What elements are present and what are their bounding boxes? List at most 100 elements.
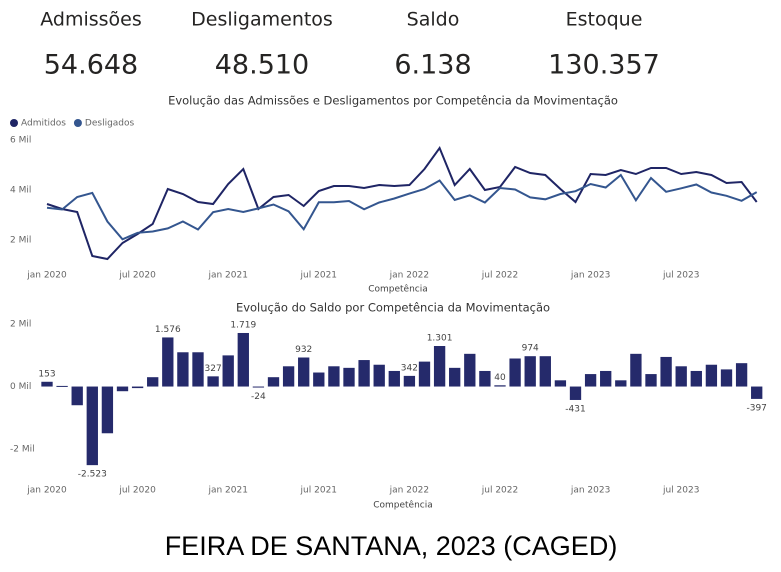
bar: [720, 369, 733, 387]
chart-title: Evolução das Admissões e Desligamentos p…: [168, 94, 618, 108]
x-tick-label: jul 2023: [662, 271, 699, 281]
bar: [660, 356, 672, 387]
x-tick-label: jul 2021: [300, 271, 337, 281]
x-tick-label: jul 2020: [118, 271, 156, 281]
data-label: 40: [494, 373, 506, 383]
bar: [101, 386, 114, 434]
data-label: -24: [251, 392, 266, 402]
data-label: 153: [38, 369, 55, 379]
bar: [207, 376, 219, 387]
caption: FEIRA DE SANTANA, 2023 (CAGED): [165, 531, 618, 561]
data-label: 1.719: [230, 320, 256, 330]
bar: [554, 380, 567, 387]
axis-title: Competência: [368, 284, 428, 295]
chart-title: Evolução do Saldo por Competência da Mov…: [236, 301, 550, 315]
bar: [569, 386, 582, 400]
kpi-value: 130.357: [548, 50, 660, 81]
kpi-label: Admissões: [40, 9, 142, 31]
bar: [358, 360, 370, 387]
bar: [252, 386, 265, 388]
kpi-value: 48.510: [215, 50, 309, 81]
bar: [524, 356, 536, 387]
y-tick-label: 0 Mil: [10, 382, 31, 392]
x-tick-label: jan 2020: [26, 271, 67, 281]
bar: [494, 385, 506, 387]
kpi-label: Desligamentos: [191, 9, 333, 31]
bar: [71, 386, 83, 406]
y-tick-label: 2 Mil: [10, 320, 31, 330]
bar: [222, 355, 234, 387]
bar: [464, 353, 476, 387]
bar: [584, 374, 597, 387]
bar: [539, 356, 551, 387]
data-label: -397: [746, 403, 766, 413]
bar: [86, 386, 98, 466]
data-label: 327: [205, 364, 222, 374]
legend-swatch: [10, 119, 18, 127]
bar: [298, 357, 310, 387]
y-tick-label: -2 Mil: [10, 444, 35, 454]
legend-swatch: [73, 119, 82, 127]
data-label: 1.301: [427, 334, 453, 344]
x-tick-label: jan 2022: [389, 486, 430, 496]
axis-title: Competência: [373, 500, 433, 511]
data-label: 932: [295, 345, 312, 355]
x-tick-label: jul 2022: [481, 486, 518, 496]
kpi-label: Saldo: [407, 9, 460, 31]
bar: [403, 375, 416, 387]
bar: [630, 353, 642, 387]
x-tick-label: jul 2021: [300, 486, 337, 496]
data-label: -431: [565, 404, 585, 414]
bar: [751, 386, 763, 399]
bar: [690, 370, 702, 387]
bar: [479, 370, 491, 387]
bar: [328, 366, 340, 387]
x-tick-label: jan 2022: [389, 271, 430, 281]
y-tick-label: 2 Mil: [10, 236, 31, 246]
bar: [177, 352, 189, 387]
bar: [162, 337, 174, 387]
bar: [192, 352, 204, 387]
x-tick-label: jan 2023: [570, 271, 611, 281]
bar: [388, 370, 400, 387]
y-tick-label: 6 Mil: [10, 136, 31, 146]
x-tick-label: jan 2021: [207, 486, 248, 496]
bar: [645, 374, 657, 387]
x-tick-label: jan 2023: [570, 486, 611, 496]
bar: [41, 381, 53, 387]
bar: [433, 346, 446, 387]
bar: [418, 361, 431, 387]
bar: [282, 366, 295, 387]
x-tick-label: jul 2022: [481, 271, 518, 281]
bar: [735, 363, 748, 387]
bar: [373, 364, 385, 387]
data-label: 342: [401, 363, 418, 373]
data-label: 974: [522, 344, 539, 354]
data-label: 1.576: [155, 325, 181, 335]
bar: [313, 372, 325, 387]
bar: [675, 366, 687, 387]
x-tick-label: jan 2020: [26, 486, 67, 496]
bar: [449, 367, 461, 387]
bar: [615, 380, 627, 387]
bar: [267, 377, 280, 387]
kpi-value: 6.138: [394, 50, 471, 81]
bar: [600, 370, 612, 387]
legend-label: Admitidos: [21, 119, 66, 129]
x-tick-label: jul 2023: [662, 486, 699, 496]
bar: [131, 386, 144, 389]
data-label: -2.523: [78, 470, 107, 480]
bar: [147, 377, 159, 387]
bar: [56, 385, 68, 387]
bar: [237, 332, 249, 387]
bar: [705, 364, 718, 387]
legend-label: Desligados: [85, 119, 135, 129]
bar: [116, 386, 129, 392]
kpi-value: 54.648: [44, 50, 138, 81]
y-tick-label: 4 Mil: [10, 186, 31, 196]
bar: [343, 367, 355, 387]
x-tick-label: jan 2021: [207, 271, 248, 281]
kpi-label: Estoque: [566, 9, 643, 31]
bar: [509, 358, 521, 387]
